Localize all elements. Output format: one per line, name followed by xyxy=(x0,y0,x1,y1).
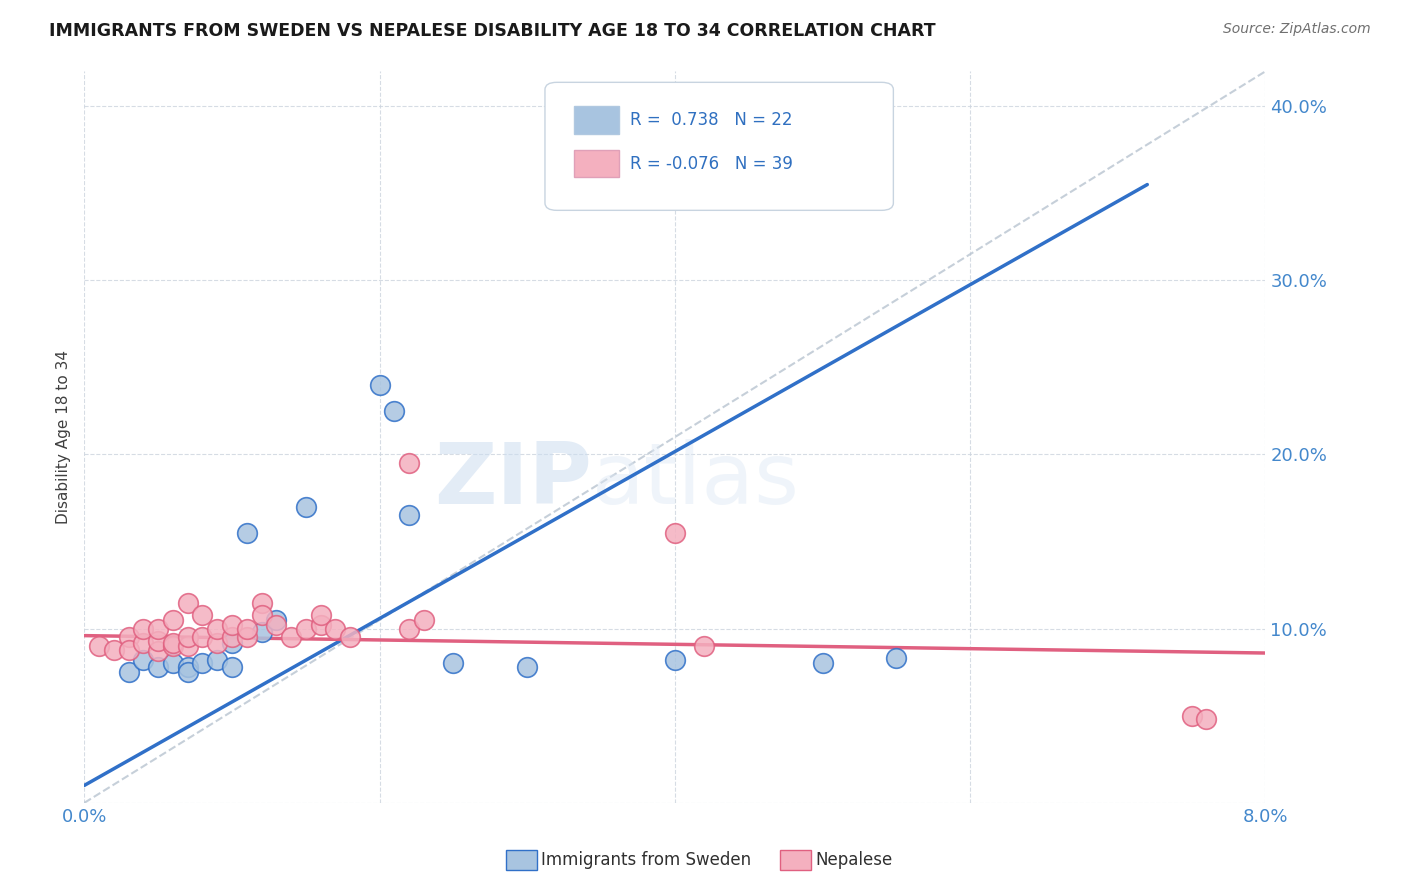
Point xyxy=(323,622,347,636)
Point xyxy=(398,622,420,636)
Point xyxy=(118,642,141,657)
Point xyxy=(295,500,318,514)
FancyBboxPatch shape xyxy=(575,150,620,178)
Point xyxy=(264,618,288,632)
Point xyxy=(162,613,184,627)
Point xyxy=(368,377,391,392)
Point xyxy=(398,508,420,523)
Point xyxy=(236,631,259,645)
Point xyxy=(177,631,200,645)
Point xyxy=(221,618,243,632)
Point xyxy=(309,618,332,632)
FancyBboxPatch shape xyxy=(575,106,620,134)
Point xyxy=(250,595,273,609)
Point xyxy=(236,622,259,636)
Point xyxy=(89,639,111,653)
Point xyxy=(280,631,302,645)
Point xyxy=(148,633,170,648)
Text: Nepalese: Nepalese xyxy=(815,851,893,869)
Point xyxy=(295,622,318,636)
Point xyxy=(191,607,214,622)
Point xyxy=(118,631,141,645)
Text: atlas: atlas xyxy=(592,440,800,523)
Point xyxy=(443,657,465,671)
Point xyxy=(1181,708,1204,723)
Point xyxy=(177,639,200,653)
Point xyxy=(205,622,228,636)
Point xyxy=(177,660,200,674)
Point xyxy=(162,639,184,653)
Point xyxy=(309,607,332,622)
Point xyxy=(177,595,200,609)
Text: IMMIGRANTS FROM SWEDEN VS NEPALESE DISABILITY AGE 18 TO 34 CORRELATION CHART: IMMIGRANTS FROM SWEDEN VS NEPALESE DISAB… xyxy=(49,22,936,40)
Point xyxy=(162,657,184,671)
Point xyxy=(191,657,214,671)
Text: Source: ZipAtlas.com: Source: ZipAtlas.com xyxy=(1223,22,1371,37)
Point xyxy=(132,622,155,636)
Point xyxy=(1195,712,1218,726)
Point xyxy=(132,635,155,649)
Point xyxy=(250,625,273,640)
Point xyxy=(398,456,420,470)
Point xyxy=(205,653,228,667)
Point xyxy=(236,525,259,540)
Point xyxy=(191,631,214,645)
Point xyxy=(664,525,686,540)
Point xyxy=(148,660,170,674)
Text: Immigrants from Sweden: Immigrants from Sweden xyxy=(541,851,751,869)
Point xyxy=(132,653,155,667)
Point xyxy=(516,660,538,674)
Point xyxy=(177,665,200,680)
Point xyxy=(664,653,686,667)
Y-axis label: Disability Age 18 to 34: Disability Age 18 to 34 xyxy=(56,350,72,524)
Point xyxy=(148,622,170,636)
Point xyxy=(339,631,361,645)
Point xyxy=(118,665,141,680)
Point xyxy=(221,631,243,645)
Point xyxy=(205,635,228,649)
Text: R = -0.076   N = 39: R = -0.076 N = 39 xyxy=(630,154,793,172)
Point xyxy=(382,404,406,418)
FancyBboxPatch shape xyxy=(546,82,893,211)
Point xyxy=(264,613,288,627)
Point xyxy=(811,657,834,671)
Point xyxy=(103,642,125,657)
Point xyxy=(221,660,243,674)
Point xyxy=(148,644,170,658)
Point xyxy=(413,613,436,627)
Point xyxy=(221,635,243,649)
Point xyxy=(250,607,273,622)
Point xyxy=(886,651,908,665)
Point xyxy=(162,635,184,649)
Text: R =  0.738   N = 22: R = 0.738 N = 22 xyxy=(630,111,793,128)
Point xyxy=(693,639,716,653)
Text: ZIP: ZIP xyxy=(434,440,592,523)
